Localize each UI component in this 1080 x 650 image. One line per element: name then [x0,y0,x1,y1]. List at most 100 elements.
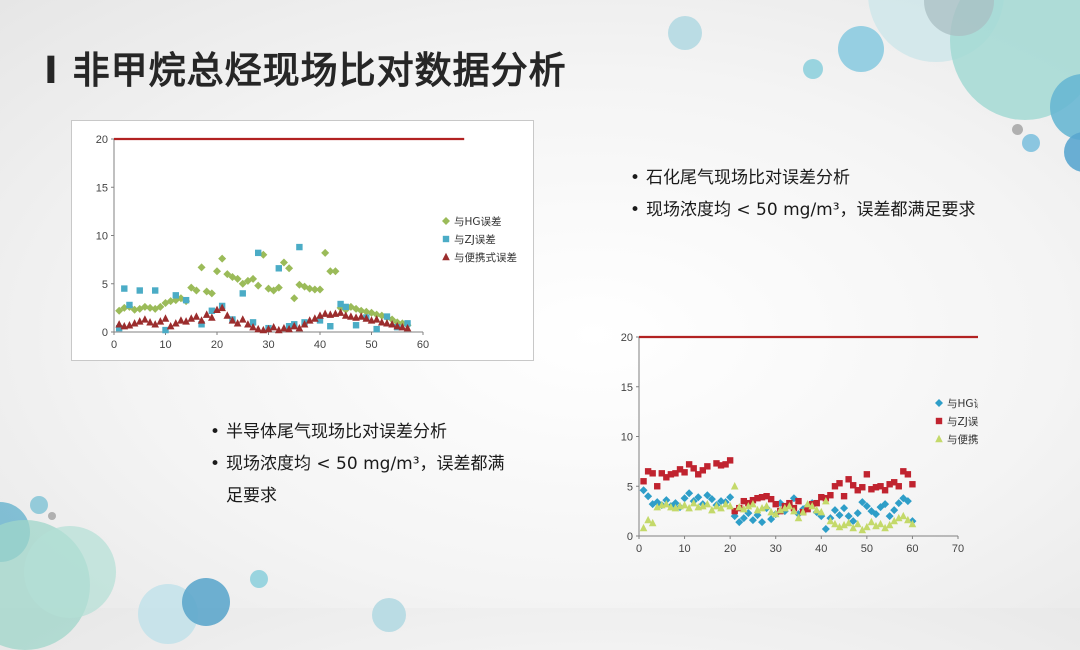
data-point [233,274,242,283]
data-point [648,518,657,527]
data-point [238,315,247,323]
data-point [300,320,309,328]
data-point [197,316,206,324]
data-point [156,302,165,311]
data-point [667,502,675,511]
data-point [182,296,190,304]
data-point [310,285,319,294]
data-point [818,493,825,501]
x-tick-label: 0 [111,339,117,351]
x-tick-label: 10 [678,543,690,555]
data-point [704,463,711,470]
data-point [654,483,661,490]
data-point [886,481,893,488]
data-point [269,286,278,295]
data-point [316,317,324,324]
data-point [767,495,775,503]
data-point [208,313,216,321]
data-point [749,499,757,508]
data-point [115,306,124,315]
x-tick-label: 60 [417,339,429,351]
data-point [881,487,889,494]
data-point [653,502,662,511]
decor-circle [838,26,884,72]
y-tick-label: 20 [621,332,633,344]
data-point [817,512,826,521]
data-point [685,489,694,498]
data-point [849,482,857,489]
data-point [739,514,748,523]
data-point [238,279,247,288]
data-point [785,501,794,510]
y-tick-label: 15 [96,182,108,194]
decor-circle [668,16,702,50]
data-point [908,519,917,528]
decor-circle [1012,124,1023,135]
data-point [872,521,880,530]
legend-marker [442,235,450,243]
data-point [249,274,258,283]
data-point [840,504,849,513]
data-point [388,320,396,328]
bullet-list-petrochemical: 石化尾气现场比对误差分析 现场浓度均 < 50 mg/m³，误差都满足要求 [630,162,976,226]
data-point [255,249,262,257]
legend-label: 与ZJ误差 [947,415,978,428]
data-point [213,305,221,314]
data-point [347,312,355,320]
data-point [854,487,861,494]
data-point [881,500,890,509]
data-point [172,319,180,327]
data-point [881,523,889,532]
data-point [187,283,196,292]
data-point [197,263,206,272]
data-point [680,500,689,509]
data-point [336,308,345,316]
data-point [899,494,908,503]
data-point [836,480,843,487]
data-point [831,483,839,490]
data-point [735,502,744,511]
data-point [885,512,894,521]
x-tick-label: 50 [861,543,873,555]
data-point [845,476,852,483]
data-point [295,323,304,332]
data-point [876,519,885,528]
data-point [754,494,761,502]
y-tick-label: 10 [621,432,633,444]
data-point [285,264,294,273]
data-point [146,318,154,326]
data-point [136,287,143,294]
data-point [894,499,903,508]
data-point [403,323,412,332]
data-point [731,507,738,515]
data-point [740,497,748,505]
data-point [671,499,680,508]
data-point [699,467,706,474]
data-point [672,470,679,477]
data-point [681,469,688,476]
data-point [275,265,282,272]
data-point [398,322,407,331]
data-point [264,284,273,293]
data-point [685,503,693,512]
data-point [327,323,334,330]
bullet-item: 现场浓度均 < 50 mg/m³，误差都满足要求 [630,194,976,226]
y-tick-label: 0 [627,531,633,543]
data-point [243,276,252,285]
data-point [849,523,857,532]
data-point [817,507,826,516]
data-point [790,506,798,515]
bullet-item: 半导体尾气现场比对误差分析 [210,416,510,448]
legend-marker [935,434,943,443]
data-point [378,318,386,326]
data-point [894,513,903,522]
data-point [904,515,912,524]
data-point [254,324,262,333]
data-point [803,499,812,508]
data-point [182,317,190,325]
data-point [900,468,907,475]
data-point [890,506,899,515]
data-point [316,311,324,319]
data-point [663,474,670,481]
